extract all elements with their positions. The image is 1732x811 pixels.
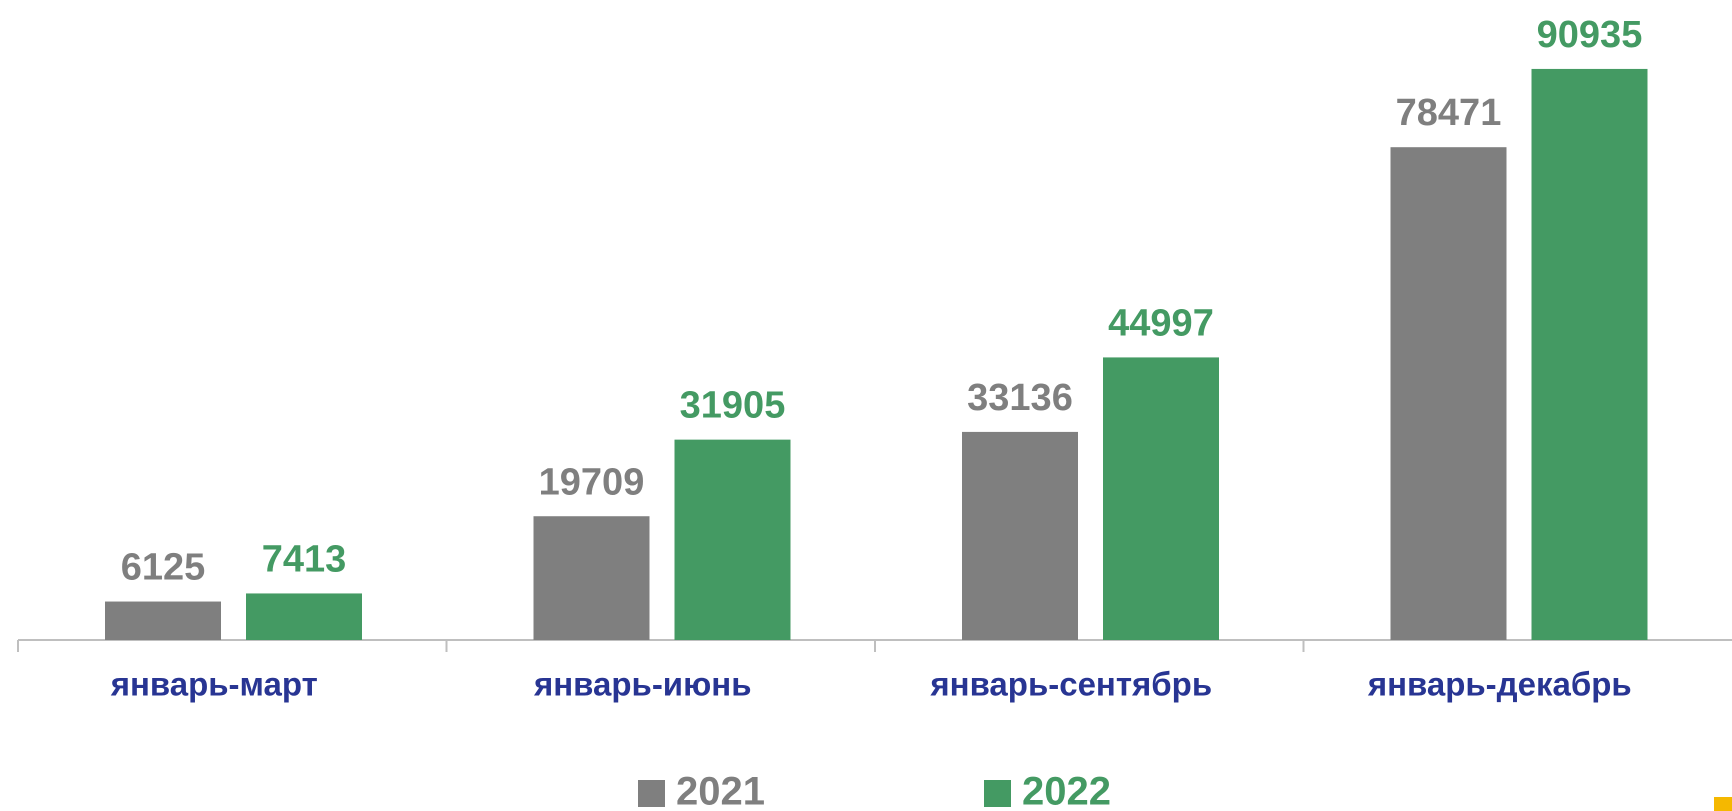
value-label: 6125 (121, 547, 206, 589)
bar (1531, 68, 1648, 640)
value-label: 31905 (680, 385, 786, 427)
value-label: 33136 (967, 377, 1073, 419)
x-tick-label: январь-март (110, 666, 318, 703)
value-label: 7413 (262, 538, 347, 580)
corner-decoration (1714, 797, 1732, 811)
x-tick-label: январь-декабрь (1367, 666, 1632, 703)
legend-label: 2021 (676, 770, 765, 811)
value-label: 90935 (1537, 14, 1643, 56)
bar (962, 431, 1078, 640)
value-label: 44997 (1108, 302, 1214, 344)
bar (1390, 147, 1507, 640)
value-label: 78471 (1396, 92, 1502, 134)
legend-swatch (638, 780, 665, 807)
bar (533, 516, 650, 640)
legend-swatch (984, 780, 1011, 807)
legend-label: 2022 (1022, 770, 1111, 811)
value-label: 19709 (539, 461, 645, 503)
x-tick-label: январь-сентябрь (929, 666, 1212, 703)
bar (674, 439, 791, 640)
bar (105, 601, 221, 640)
bar (1103, 357, 1219, 640)
bar (246, 593, 362, 640)
x-tick-label: январь-июнь (533, 666, 752, 703)
